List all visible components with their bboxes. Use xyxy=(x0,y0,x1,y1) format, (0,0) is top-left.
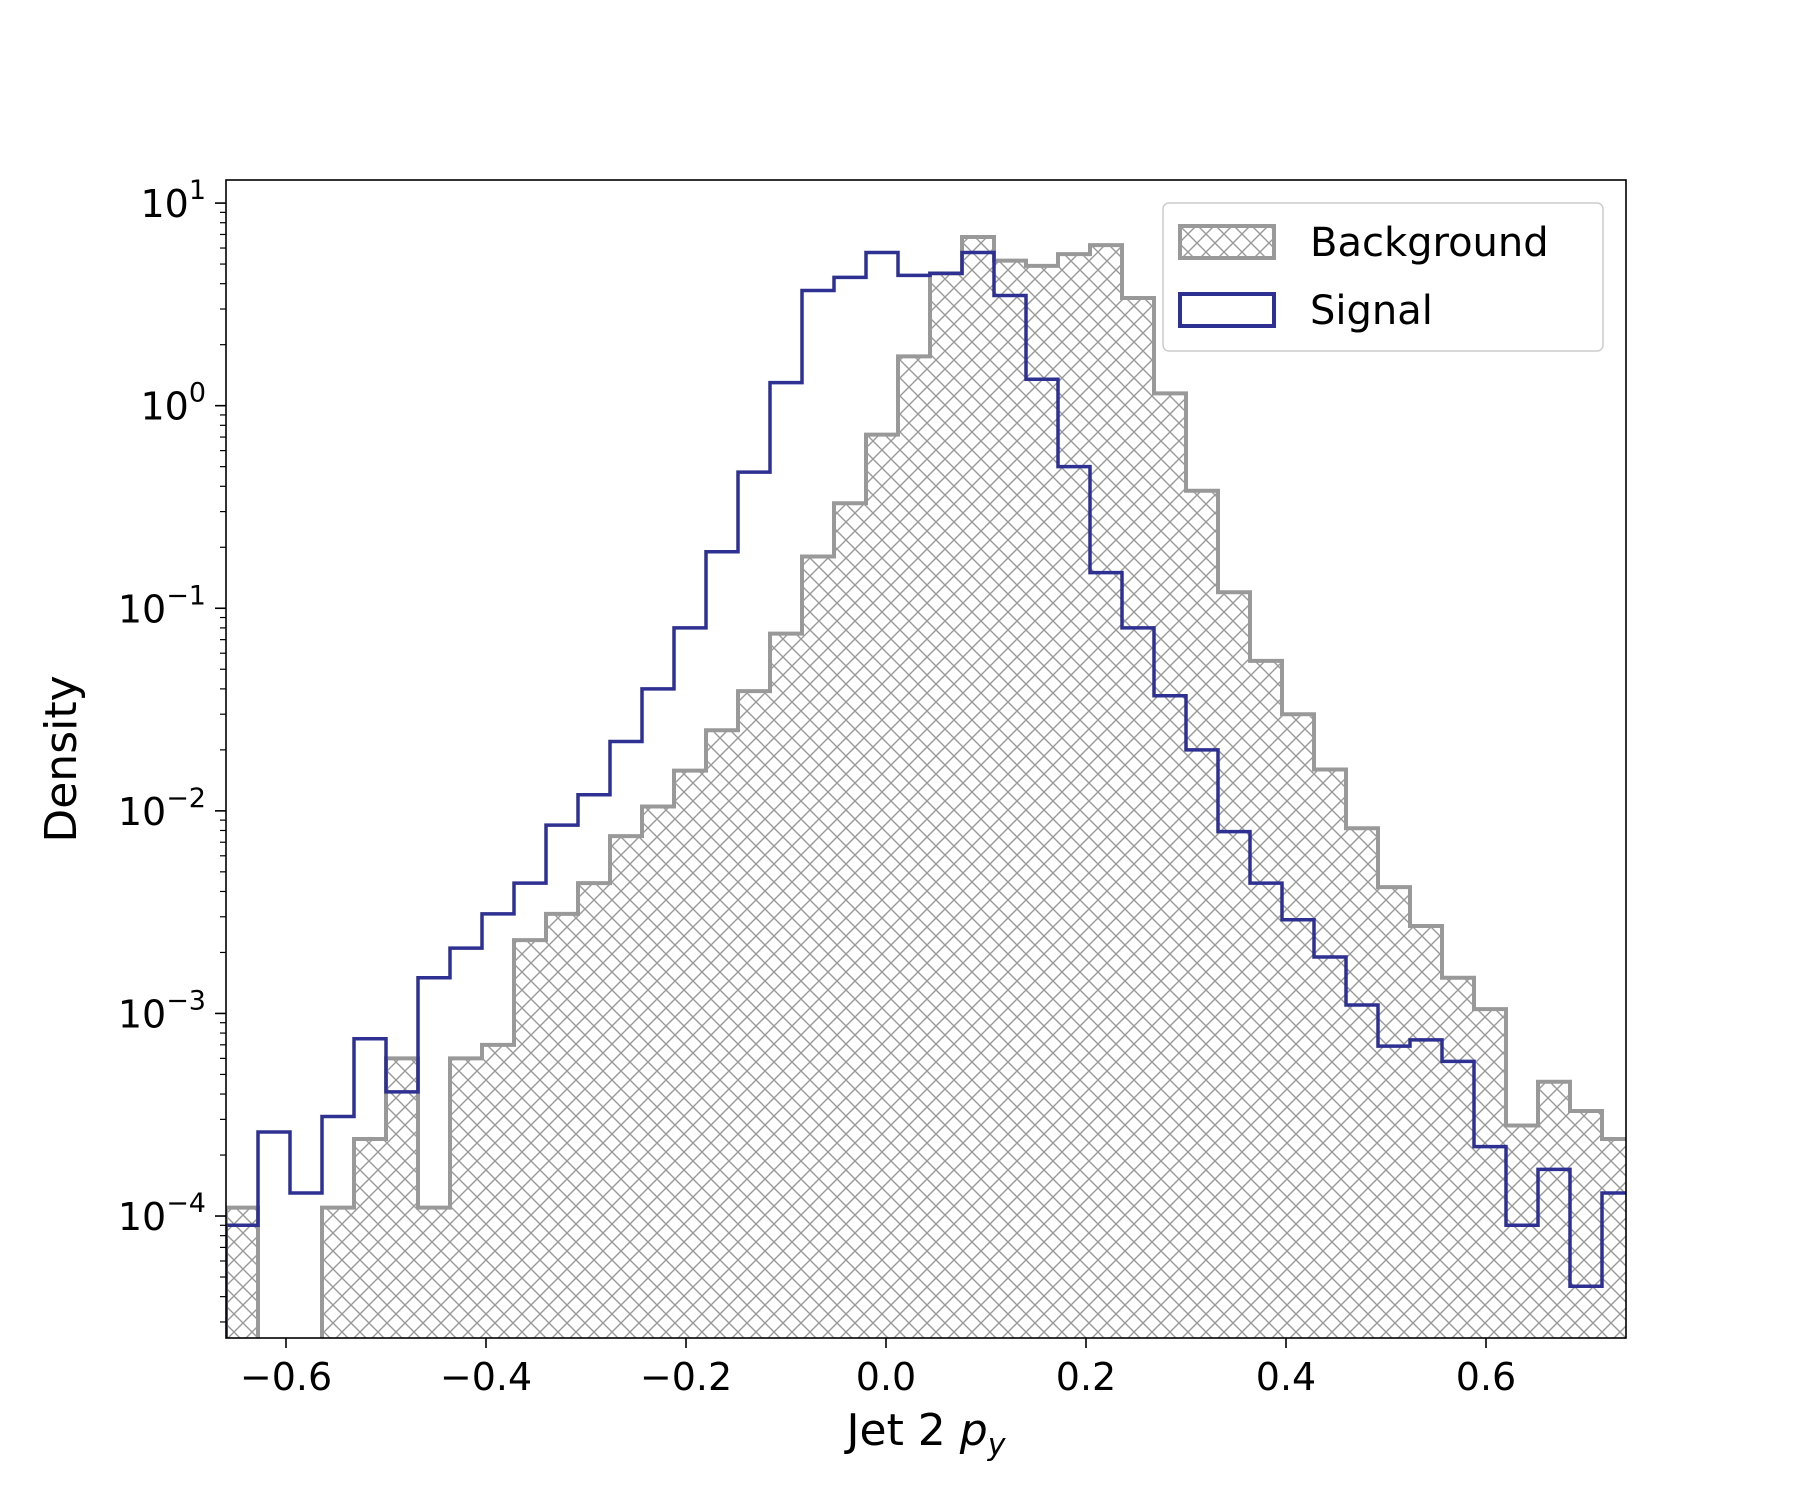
background-bar xyxy=(1282,714,1314,1338)
background-bar xyxy=(1314,769,1346,1338)
x-tick-label: −0.4 xyxy=(440,1355,532,1399)
x-axis-label-symbol: p xyxy=(959,1405,988,1456)
x-tick-label: 0.6 xyxy=(1456,1355,1516,1399)
background-bar xyxy=(834,503,866,1338)
background-bar xyxy=(1570,1110,1602,1338)
background-bar xyxy=(482,1044,514,1338)
background-bar xyxy=(354,1139,386,1338)
x-tick-label: 0.0 xyxy=(856,1355,916,1399)
series-signal xyxy=(226,250,1626,1338)
background-bar xyxy=(994,260,1026,1338)
background-bar xyxy=(1474,1009,1506,1338)
x-tick-label: −0.2 xyxy=(640,1355,732,1399)
x-axis-ticks: −0.6 −0.4 −0.2 0.0 0.2 0.4 0.6 xyxy=(240,1338,1516,1399)
background-bar xyxy=(1026,265,1058,1338)
background-bar xyxy=(1186,490,1218,1338)
background-bar xyxy=(1378,887,1410,1338)
series-outline-background xyxy=(226,235,1626,1338)
x-tick-label: 0.2 xyxy=(1056,1355,1116,1399)
legend-swatch-background xyxy=(1178,224,1276,260)
plot-frame xyxy=(225,179,1627,1339)
background-bar xyxy=(738,691,770,1338)
background-bar xyxy=(322,1207,354,1338)
background-bar xyxy=(866,434,898,1338)
background-bar xyxy=(1218,592,1250,1338)
background-bar xyxy=(418,1207,450,1338)
background-bar xyxy=(1250,660,1282,1338)
y-tick-label: 100 xyxy=(140,378,206,429)
y-tick-label: 101 xyxy=(140,175,206,226)
background-bar xyxy=(802,556,834,1338)
background-bar xyxy=(1506,1125,1538,1338)
y-tick-label: 10−2 xyxy=(118,783,206,834)
background-bar xyxy=(226,1207,258,1338)
background-bar xyxy=(962,237,994,1338)
legend: Background Signal xyxy=(1162,202,1604,352)
background-bar xyxy=(930,273,962,1338)
background-bar xyxy=(450,1058,482,1338)
background-bar xyxy=(1346,828,1378,1338)
background-bar xyxy=(1538,1081,1570,1338)
background-bar xyxy=(1122,298,1154,1338)
background-bar xyxy=(674,770,706,1338)
background-bar xyxy=(546,913,578,1338)
series-background xyxy=(226,235,1626,1338)
x-axis-label-main: Jet 2 xyxy=(844,1405,960,1456)
y-axis-ticks: 101 100 10−1 10−2 10−3 10−4 xyxy=(118,175,226,1323)
background-bar xyxy=(1090,245,1122,1338)
background-bar xyxy=(610,836,642,1338)
background-bar xyxy=(770,633,802,1338)
x-tick-label: 0.4 xyxy=(1256,1355,1316,1399)
y-axis-label: Density xyxy=(36,675,87,842)
background-bar xyxy=(386,1058,418,1338)
x-axis-label-subscript: y xyxy=(987,1428,1007,1463)
background-bar xyxy=(1442,977,1474,1338)
background-bar xyxy=(642,806,674,1338)
y-tick-label: 10−4 xyxy=(118,1188,206,1239)
series-outline-signal xyxy=(226,250,1626,1338)
x-axis-label: Jet 2 py xyxy=(844,1405,1007,1463)
background-bar xyxy=(1154,393,1186,1338)
legend-swatch-signal xyxy=(1178,292,1276,328)
legend-label-signal: Signal xyxy=(1310,288,1433,334)
background-bar xyxy=(1410,926,1442,1338)
y-tick-label: 10−1 xyxy=(118,580,206,631)
y-tick-label: 10−3 xyxy=(118,985,206,1036)
background-bar xyxy=(706,730,738,1338)
background-bar xyxy=(898,356,930,1338)
legend-label-background: Background xyxy=(1310,220,1549,266)
background-bar xyxy=(1602,1139,1626,1338)
background-bar xyxy=(514,940,546,1338)
background-bar xyxy=(578,883,610,1338)
background-bar xyxy=(1058,254,1090,1338)
x-tick-label: −0.6 xyxy=(240,1355,332,1399)
plot-area xyxy=(226,235,1626,1338)
